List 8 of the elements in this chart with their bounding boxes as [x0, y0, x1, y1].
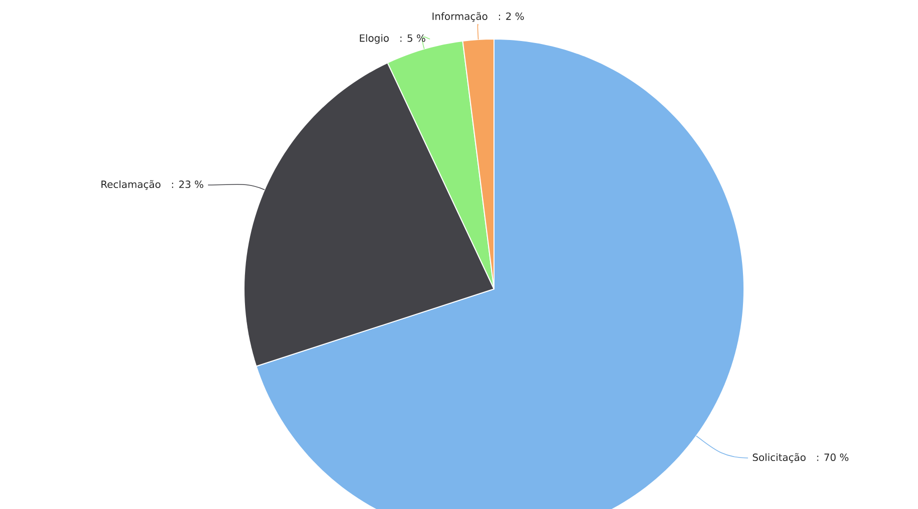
- slice-label: Informação: [432, 12, 488, 22]
- data-label: : 23 %: [172, 180, 204, 188]
- slice-label: Solicitação: [752, 453, 806, 463]
- data-label: : 5 %: [400, 34, 426, 42]
- data-label: : 2 %: [499, 12, 524, 20]
- slice-label: Reclamação: [101, 180, 160, 190]
- slice-label: Elogio: [360, 34, 389, 44]
- data-label: : 70 %: [817, 454, 848, 462]
